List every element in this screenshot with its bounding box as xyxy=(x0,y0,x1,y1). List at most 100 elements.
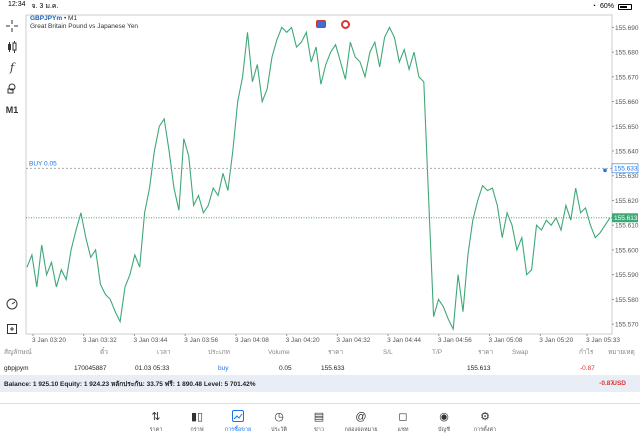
chart-symbol-title: GBPJPYm • M1 xyxy=(30,15,77,22)
price-scale-label: 155.640 xyxy=(615,149,639,156)
speedometer-icon[interactable] xyxy=(4,296,20,312)
symbol-name[interactable]: GBPJPYm xyxy=(30,15,63,22)
price-scale-label: 155.580 xyxy=(615,297,639,304)
row-volume: 0.05 xyxy=(279,364,292,372)
buy-level-label: BUY 0.05 xyxy=(29,160,57,167)
news-icon: ▤ xyxy=(313,411,325,423)
nav-charts[interactable]: ▮▯ กราฟ xyxy=(190,411,204,433)
buy-price-tag xyxy=(611,163,639,174)
time-axis-label: 3 Jan 04:56 xyxy=(438,337,472,344)
header-time: เวลา xyxy=(157,349,171,356)
row-current-price: 155.613 xyxy=(467,364,491,372)
table-header-row: สัญลักษณ์ ตั๋ว เวลา ประเภท Volume ราคา S… xyxy=(0,344,640,360)
row-symbol: gbpjpym xyxy=(4,364,29,372)
history-icon: ◷ xyxy=(274,411,284,423)
chart-border xyxy=(25,14,613,335)
wifi-icon: ◔ xyxy=(591,3,596,10)
header-sl: S/L xyxy=(383,348,393,356)
header-profit: กำไร xyxy=(579,349,594,356)
symbol-timeframe: • M1 xyxy=(63,15,78,22)
at-icon: @ xyxy=(355,411,367,423)
price-scale-label: 155.650 xyxy=(615,124,639,131)
nav-chat[interactable]: ◻ แชท xyxy=(397,411,409,433)
nav-news[interactable]: ▤ ข่าว xyxy=(313,411,325,433)
row-ticket: 170045887 xyxy=(74,364,107,372)
price-scale-label: 155.620 xyxy=(615,198,639,205)
price-chart[interactable]: 155.690 155.680 155.670 155.660 155.650 155.6… xyxy=(24,13,640,345)
balance-summary: Balance: 1 925.10 Equity: 1 924.23 หลักป… xyxy=(0,375,640,392)
chart-trend-icon xyxy=(232,410,244,424)
status-bar: 12:34 จ. 3 ม.ค. ◔ 60% xyxy=(0,0,640,13)
indicators-icon[interactable]: f xyxy=(9,60,15,74)
price-scale-label: 155.690 xyxy=(615,25,639,32)
nav-settings[interactable]: ⚙ การตั้งค่า xyxy=(473,411,497,433)
time-axis-label: 3 Jan 04:32 xyxy=(336,337,370,344)
timeframe-button[interactable]: M1 xyxy=(5,105,19,115)
row-profit: -0.87 xyxy=(580,364,595,372)
price-scale-label: 155.660 xyxy=(615,99,639,106)
gear-icon: ⚙ xyxy=(480,411,490,423)
header-ticket: ตั๋ว xyxy=(100,349,108,356)
chat-icon: ◻ xyxy=(398,411,408,423)
row-type: buy xyxy=(218,364,229,372)
price-scale-label: 155.670 xyxy=(615,74,639,81)
time-axis-label: 3 Jan 04:20 xyxy=(286,337,320,344)
price-scale-label: 155.590 xyxy=(615,272,639,279)
battery-icon xyxy=(618,3,632,10)
objects-icon[interactable] xyxy=(4,80,20,96)
japan-flag-icon xyxy=(341,20,350,29)
status-date: จ. 3 ม.ค. xyxy=(31,3,59,10)
nav-quotes[interactable]: ⇅ ราคา xyxy=(149,411,163,433)
time-axis-label: 3 Jan 04:08 xyxy=(235,337,269,344)
chart-toolbar: f M1 xyxy=(0,13,24,345)
bottom-navigation: ⇅ ราคา ▮▯ กราฟ การซื้อขาย ◷ ประวัติ ▤ ข่… xyxy=(0,403,640,447)
nav-account[interactable]: ◉ บัญชี xyxy=(438,411,450,433)
price-scale-label: 155.570 xyxy=(615,322,639,329)
nav-mailbox[interactable]: @ กล่องจดหมาย xyxy=(344,411,378,433)
time-axis-label: 3 Jan 05:20 xyxy=(539,337,573,344)
header-comment: หมายเหตุ xyxy=(608,349,635,356)
crosshair-icon[interactable] xyxy=(4,18,20,34)
current-price-tag-text: 155.613 xyxy=(614,215,638,222)
header-swap: Swap xyxy=(512,348,529,356)
header-volume: Volume xyxy=(268,348,290,356)
price-scale-label: 155.630 xyxy=(615,173,639,180)
price-scale-label: 155.600 xyxy=(615,247,639,254)
status-time: 12:34 xyxy=(8,1,26,8)
time-axis-label: 3 Jan 05:33 xyxy=(586,337,620,344)
time-axis-label: 3 Jan 05:08 xyxy=(489,337,523,344)
uk-flag-icon xyxy=(316,20,326,28)
candles-icon[interactable] xyxy=(4,39,20,55)
row-time: 01.03 05:33 xyxy=(135,364,170,372)
row-open-price: 155.633 xyxy=(321,364,345,372)
balance-text: Balance: 1 925.10 Equity: 1 924.23 หลักป… xyxy=(4,380,256,388)
balance-profit: -0.87 xyxy=(599,380,614,387)
price-series-line xyxy=(26,26,611,332)
table-row[interactable]: gbpjpym 170045887 01.03 05:33 buy 0.05 1… xyxy=(0,360,640,376)
time-axis-label: 3 Jan 03:44 xyxy=(133,337,167,344)
battery-percent: 60% xyxy=(599,3,614,10)
current-price-tag xyxy=(612,213,638,223)
symbol-description: Great Britain Pound vs Japanese Yen xyxy=(30,23,139,30)
add-window-icon[interactable] xyxy=(4,321,20,337)
arrows-updown-icon: ⇅ xyxy=(151,411,161,423)
header-price: ราคา xyxy=(328,349,344,356)
buy-level-marker[interactable] xyxy=(603,168,607,173)
nav-history[interactable]: ◷ ประวัติ xyxy=(270,411,288,433)
nav-trade[interactable]: การซื้อขาย xyxy=(218,410,258,434)
header-type: ประเภท xyxy=(208,349,230,356)
candles-icon: ▮▯ xyxy=(190,411,204,423)
header-symbol: สัญลักษณ์ xyxy=(4,349,32,356)
time-axis-label: 3 Jan 03:56 xyxy=(184,337,218,344)
price-scale-label: 155.680 xyxy=(615,50,639,57)
buy-price-tag-text: 155.633 xyxy=(614,166,638,173)
time-axis-label: 3 Jan 03:32 xyxy=(83,337,117,344)
time-axis-label: 3 Jan 04:44 xyxy=(387,337,421,344)
price-scale-label: 155.610 xyxy=(615,223,639,230)
account-icon: ◉ xyxy=(439,411,449,423)
trade-table: สัญลักษณ์ ตั๋ว เวลา ประเภท Volume ราคา S… xyxy=(0,344,640,376)
header-tp: T/P xyxy=(432,348,443,356)
time-axis-label: 3 Jan 03:20 xyxy=(32,337,66,344)
header-current-price: ราคา xyxy=(478,349,494,356)
balance-currency: USD xyxy=(612,380,626,387)
